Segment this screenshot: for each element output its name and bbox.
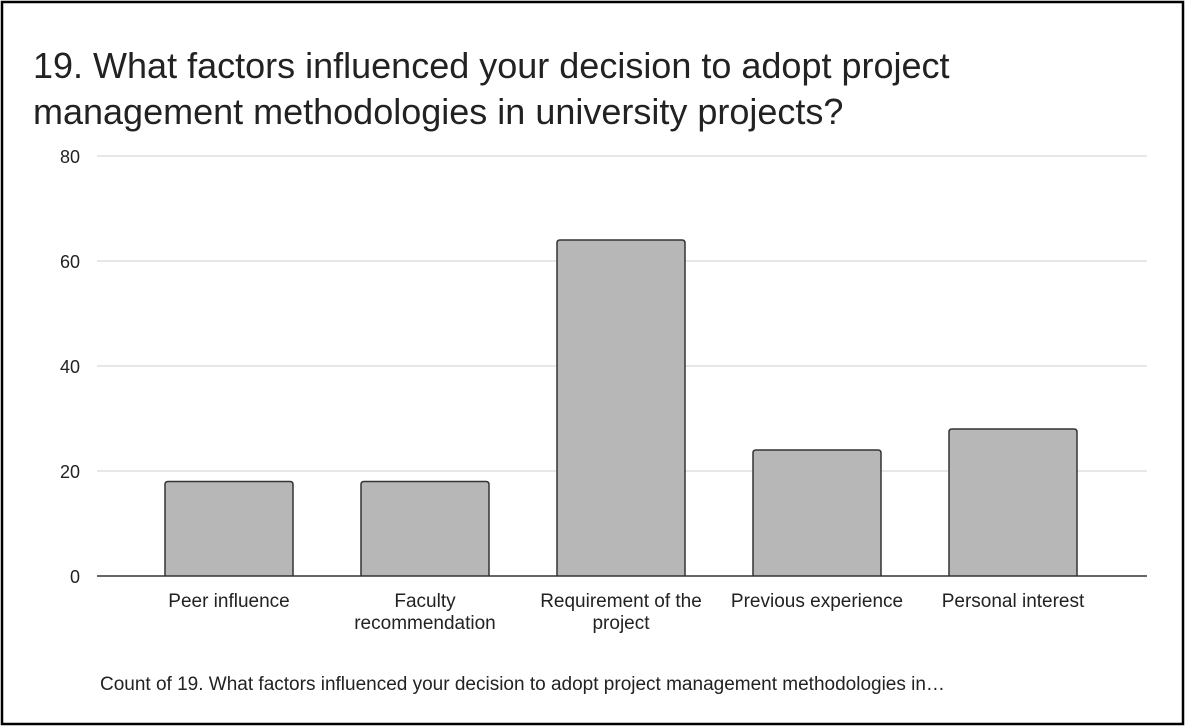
bar [360,480,490,576]
bar [556,239,686,576]
x-tick-label: Personal interest [942,591,1085,612]
chart-title: 19. What factors influenced your decisio… [33,45,950,132]
x-tick-label: Faculty recommendation [354,591,496,634]
y-tick-label: 40 [60,357,80,377]
y-tick-label: 60 [60,252,80,272]
x-tick-label: Previous experience [731,591,903,612]
x-axis-label: Count of 19. What factors influenced you… [100,674,945,695]
x-tick-label: Peer influence [168,591,289,612]
bar [164,480,294,576]
bar [948,428,1078,576]
x-tick-label: Requirement of the project [540,591,702,634]
y-tick-label: 0 [70,567,80,587]
y-tick-label: 20 [60,462,80,482]
bar [752,449,882,576]
y-tick-label: 80 [60,147,80,167]
